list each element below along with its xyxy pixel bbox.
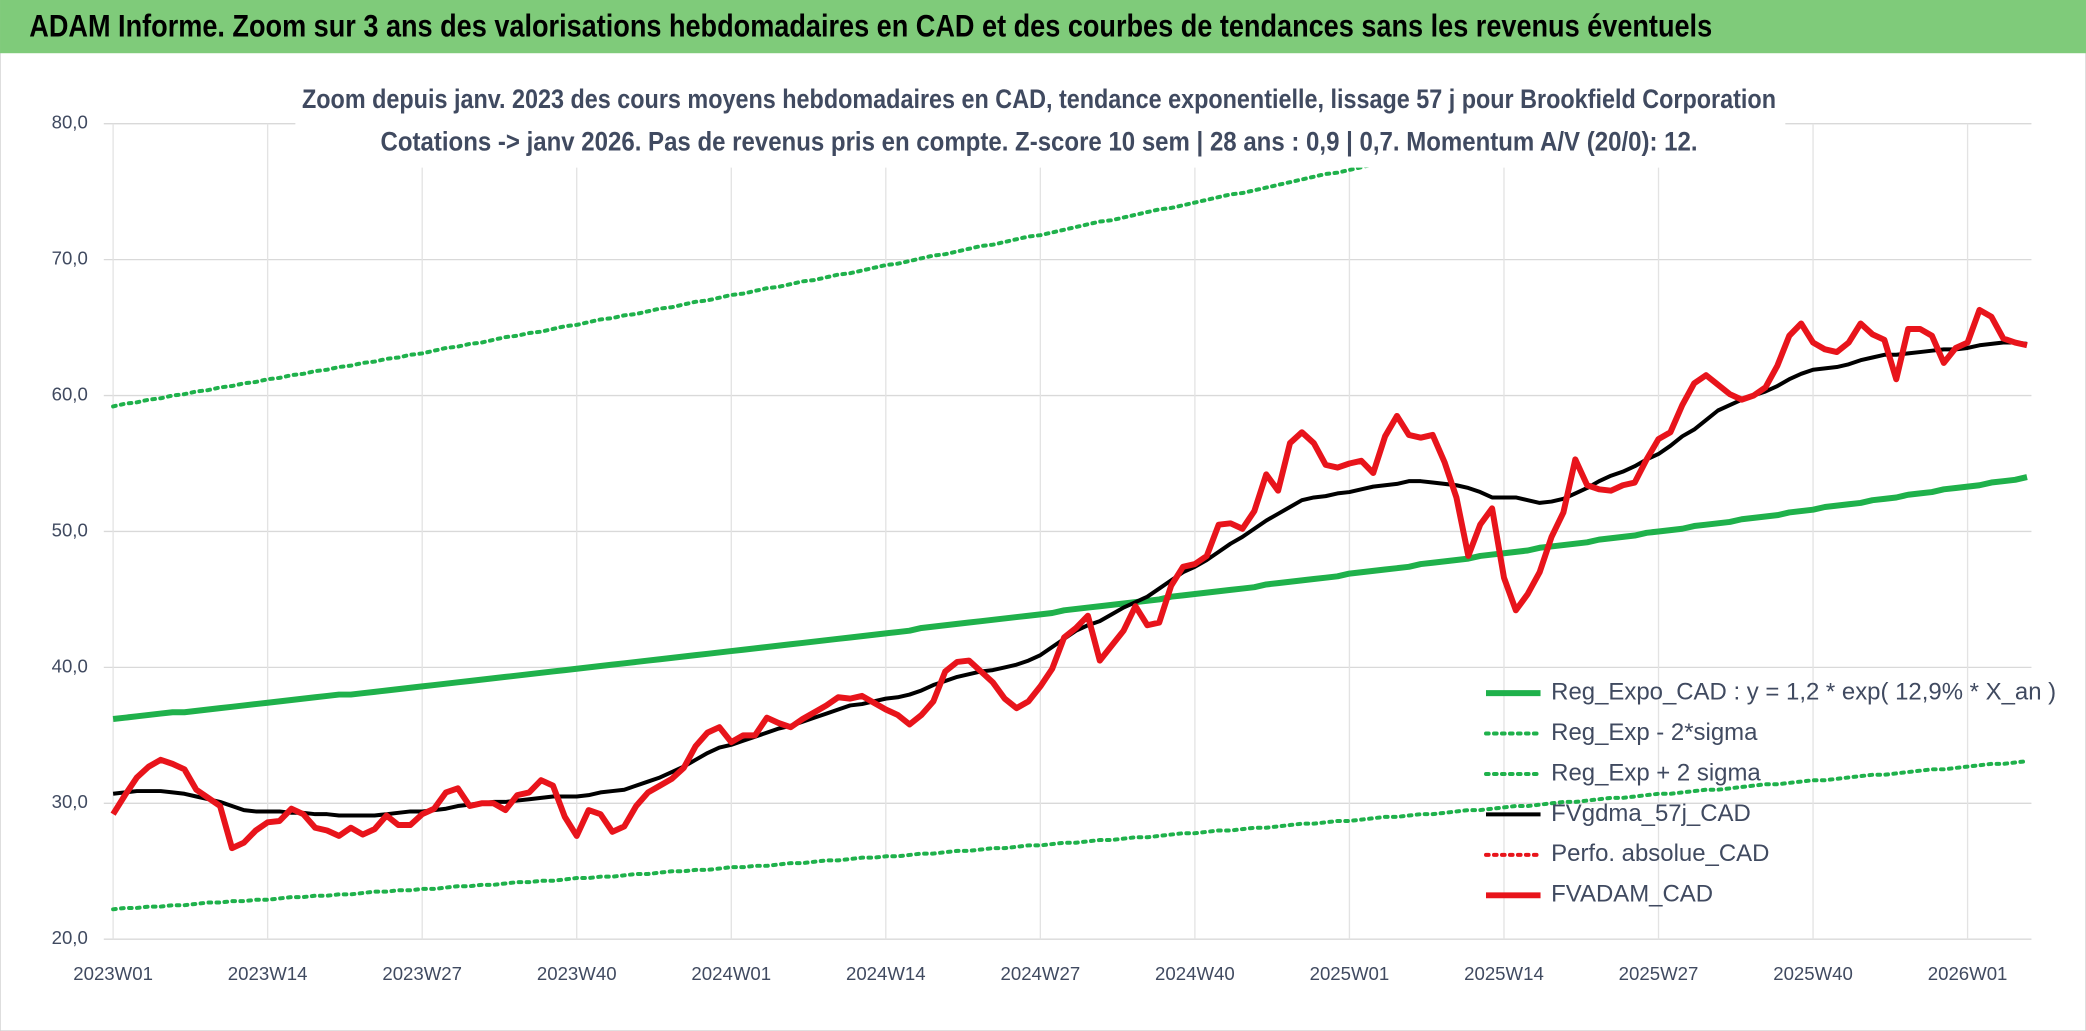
y-tick-label: 60,0 xyxy=(52,383,88,404)
x-tick-label: 2025W01 xyxy=(1310,963,1390,984)
y-tick-label: 40,0 xyxy=(52,655,88,676)
x-tick-label: 2024W14 xyxy=(846,963,926,984)
x-tick-label: 2023W14 xyxy=(228,963,308,984)
y-tick-label: 80,0 xyxy=(52,112,88,133)
legend-label: Perfo. absolue_CAD xyxy=(1551,840,1769,867)
series-line xyxy=(112,474,2028,722)
plot xyxy=(110,123,2030,912)
y-tick-label: 30,0 xyxy=(52,791,88,812)
legend-label: Reg_Exp + 2 sigma xyxy=(1551,759,1761,786)
x-tick-label: 2025W14 xyxy=(1464,963,1544,984)
subtitle: Cotations -> janv 2026. Pas de revenus p… xyxy=(380,127,1697,157)
y-tick-label: 50,0 xyxy=(52,519,88,540)
x-tick-label: 2023W27 xyxy=(382,963,462,984)
x-tick-label: 2023W01 xyxy=(73,963,153,984)
header-bar xyxy=(0,0,2086,54)
x-tick-label: 2025W27 xyxy=(1619,963,1699,984)
legend-label: FVgdma_57j_CAD xyxy=(1551,800,1751,827)
x-tick-label: 2025W40 xyxy=(1773,963,1853,984)
y-tick-label: 20,0 xyxy=(52,927,88,948)
series-line xyxy=(111,123,1567,409)
header-title: ADAM Informe. Zoom sur 3 ans des valoris… xyxy=(29,7,1712,43)
series-line xyxy=(111,759,2030,912)
x-tick-label: 2023W40 xyxy=(537,963,617,984)
series-line xyxy=(110,306,2028,852)
legend-label: Reg_Expo_CAD : y = 1,2 * exp( 12,9% * X_… xyxy=(1551,678,2056,705)
legend: Reg_Expo_CAD : y = 1,2 * exp( 12,9% * X_… xyxy=(1484,678,2056,908)
legend-label: FVADAM_CAD xyxy=(1551,881,1713,908)
x-tick-label: 2026W01 xyxy=(1928,963,2008,984)
subtitle-box xyxy=(295,77,1786,168)
subtitle: Zoom depuis janv. 2023 des cours moyens … xyxy=(302,84,1776,114)
x-tick-label: 2024W40 xyxy=(1155,963,1235,984)
y-tick-label: 70,0 xyxy=(52,248,88,269)
x-tick-label: 2024W01 xyxy=(691,963,771,984)
legend-label: Reg_Exp - 2*sigma xyxy=(1551,719,1758,746)
x-tick-label: 2024W27 xyxy=(1001,963,1081,984)
